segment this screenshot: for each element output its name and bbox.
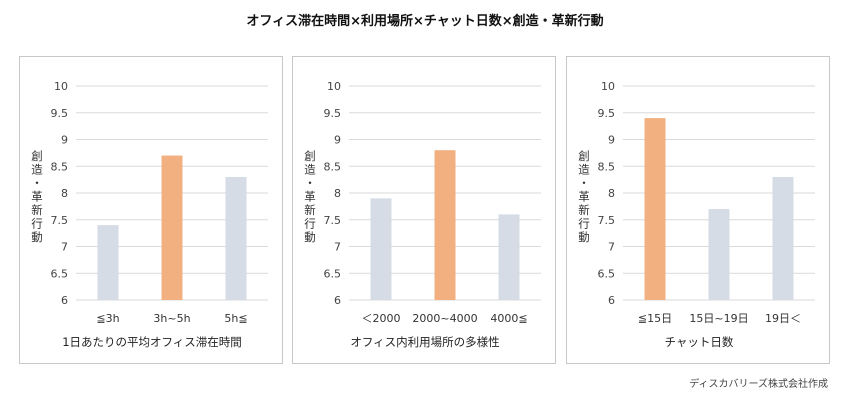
chart-svg: 6 6.5 7 7.5 8 8.5 9 9.5 10 創造・革新行動 ＜2000 2000~4000 4… bbox=[304, 80, 541, 349]
y-tick-label: 9.5 bbox=[51, 107, 69, 120]
bar bbox=[498, 214, 520, 300]
y-tick-label: 9 bbox=[608, 134, 615, 147]
y-tick-label: 7 bbox=[608, 241, 615, 254]
x-tick-label: ＜2000 bbox=[362, 312, 401, 325]
y-tick-label: 8 bbox=[608, 187, 615, 200]
chart-panel-place-diversity: 6 6.5 7 7.5 8 8.5 9 9.5 10 創造・革新行動 ＜2000 2000~4000 4… bbox=[292, 56, 556, 364]
y-tick-label: 6.5 bbox=[51, 267, 69, 280]
y-axis-label: 創造・革新行動 bbox=[31, 149, 43, 244]
y-tick-label: 8 bbox=[334, 187, 341, 200]
y-tick-label: 7.5 bbox=[51, 214, 69, 227]
y-tick-label: 8 bbox=[61, 187, 68, 200]
x-tick-label: 4000≦ bbox=[490, 312, 527, 325]
y-tick-label: 7 bbox=[61, 241, 68, 254]
y-tick-label: 7 bbox=[334, 241, 341, 254]
x-tick-label: 19日＜ bbox=[765, 312, 801, 325]
chart-panel-chat-days: 6 6.5 7 7.5 8 8.5 9 9.5 10 創造・革新行動 ≦15日 15日~19日 19日＜… bbox=[566, 56, 830, 364]
page-title: オフィス滞在時間×利用場所×チャット日数×創造・革新行動 bbox=[246, 14, 604, 29]
y-tick-label: 6.5 bbox=[324, 267, 342, 280]
x-tick-label: 15日~19日 bbox=[689, 312, 748, 325]
y-tick-label: 10 bbox=[601, 80, 615, 93]
y-axis-label: 創造・革新行動 bbox=[304, 149, 316, 244]
x-axis-label: チャット日数 bbox=[665, 335, 734, 349]
y-tick-label: 10 bbox=[54, 80, 68, 93]
y-tick-label: 6 bbox=[608, 294, 615, 307]
y-tick-label: 9 bbox=[334, 134, 341, 147]
y-tick-label: 10 bbox=[327, 80, 341, 93]
x-axis-label: 1日あたりの平均オフィス滞在時間 bbox=[62, 335, 242, 349]
bar bbox=[370, 198, 392, 300]
x-tick-label: ≦15日 bbox=[638, 312, 672, 325]
chart-panel-office-hours: 6 6.5 7 7.5 8 8.5 9 9.5 10 創造・革新行動 ≦3h 3h~5h 5h≦ 1日あた… bbox=[19, 56, 283, 364]
y-tick-label: 7.5 bbox=[598, 214, 616, 227]
y-tick-label: 8.5 bbox=[51, 160, 69, 173]
y-tick-label: 6 bbox=[334, 294, 341, 307]
x-axis-label: オフィス内利用場所の多様性 bbox=[350, 335, 499, 349]
y-tick-label: 7.5 bbox=[324, 214, 342, 227]
y-tick-label: 6.5 bbox=[598, 267, 616, 280]
bar bbox=[434, 150, 456, 300]
bar bbox=[225, 176, 247, 300]
bar bbox=[97, 225, 119, 300]
bar bbox=[708, 209, 730, 300]
y-tick-label: 9 bbox=[61, 134, 68, 147]
x-tick-label: 5h≦ bbox=[224, 312, 247, 325]
x-tick-label: 2000~4000 bbox=[412, 312, 477, 325]
y-tick-label: 6 bbox=[61, 294, 68, 307]
bar bbox=[644, 118, 666, 300]
credit-text: ディスカバリーズ株式会社作成 bbox=[689, 379, 828, 390]
x-tick-label: ≦3h bbox=[96, 312, 119, 325]
y-tick-label: 8.5 bbox=[598, 160, 616, 173]
chart-svg: 6 6.5 7 7.5 8 8.5 9 9.5 10 創造・革新行動 ≦3h 3h~5h 5h≦ 1日あた… bbox=[31, 80, 268, 349]
x-tick-label: 3h~5h bbox=[153, 312, 190, 325]
y-axis-label: 創造・革新行動 bbox=[578, 149, 590, 244]
y-tick-label: 9.5 bbox=[324, 107, 342, 120]
chart-svg: 6 6.5 7 7.5 8 8.5 9 9.5 10 創造・革新行動 ≦15日 15日~19日 19日＜… bbox=[578, 80, 815, 349]
y-tick-label: 9.5 bbox=[598, 107, 616, 120]
bar bbox=[161, 155, 183, 300]
y-tick-label: 8.5 bbox=[324, 160, 342, 173]
bar bbox=[772, 176, 794, 300]
